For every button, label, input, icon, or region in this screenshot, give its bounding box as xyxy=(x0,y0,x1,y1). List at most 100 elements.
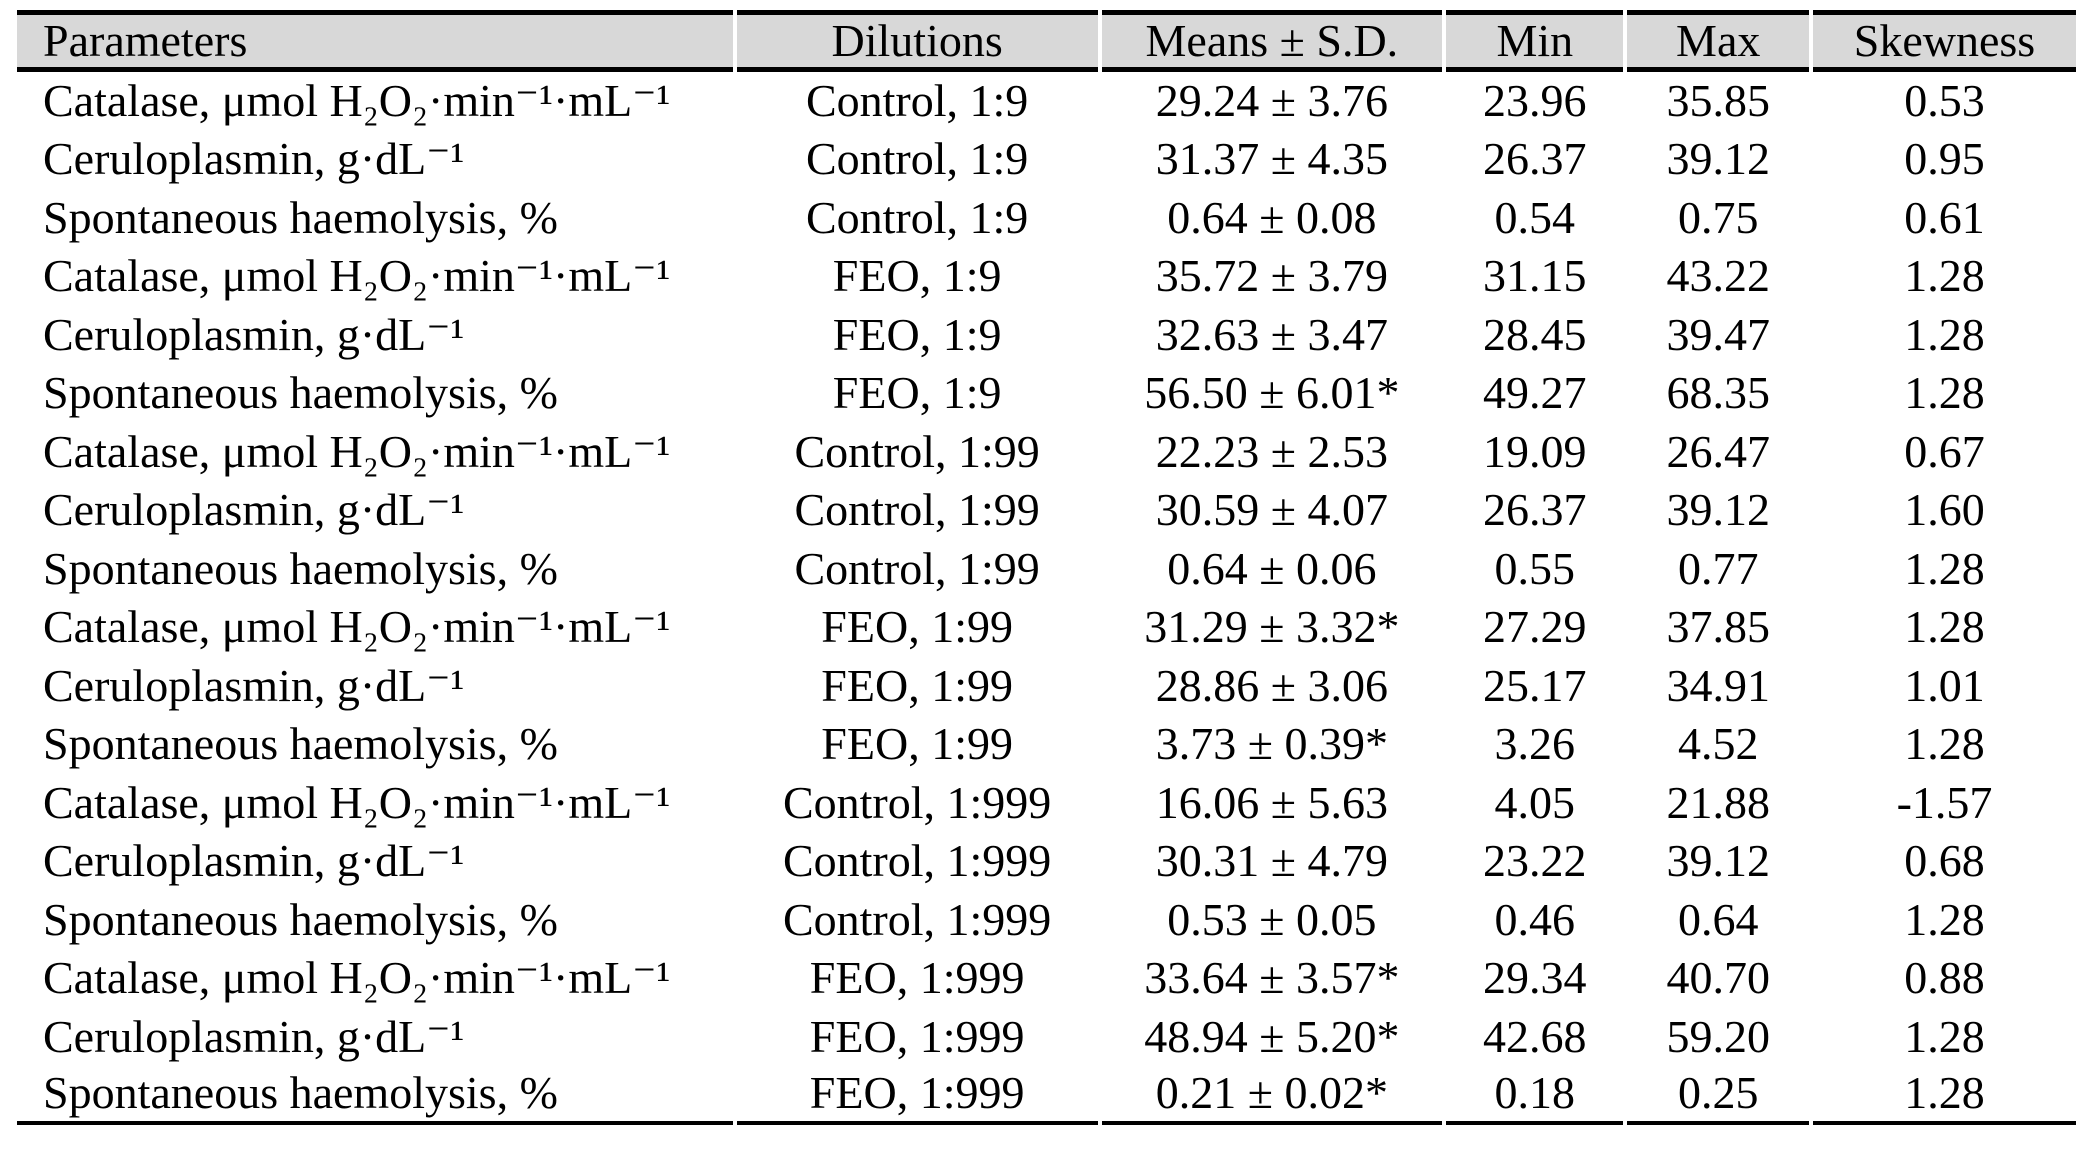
cell-parameter: Ceruloplasmin, g·dL⁻¹ xyxy=(43,133,465,185)
cell-dilution: Control, 1:999 xyxy=(782,893,1052,945)
cell-max: 37.85 xyxy=(1666,601,1770,653)
cell-dilution: Control, 1:9 xyxy=(805,133,1029,185)
cell-dilution: Control, 1:99 xyxy=(794,484,1040,536)
cell-parameter: Catalase, μmol H₂O₂·min⁻¹·mL⁻¹ xyxy=(43,74,671,126)
cell-max: 39.12 xyxy=(1666,484,1770,536)
cell-max: 40.70 xyxy=(1666,952,1770,1004)
cell-skewness: 0.88 xyxy=(1904,952,1985,1004)
cell-dilution: FEO, 1:9 xyxy=(832,308,1002,360)
table-row: Spontaneous haemolysis, % Control, 1:999 0… xyxy=(17,891,2076,950)
cell-dilution: FEO, 1:999 xyxy=(736,1067,1098,1125)
table-header: Parameters Dilutions Means ± S.D. Min Max Ske… xyxy=(17,10,2076,72)
header-cell-max: Max xyxy=(1627,10,1809,72)
cell-skewness: 1.28 xyxy=(1904,893,1985,945)
header-cell-min: Min xyxy=(1446,10,1624,72)
cell-min: 0.18 xyxy=(1446,1067,1624,1125)
cell-dilution: FEO, 1:999 xyxy=(809,952,1025,1004)
header-row: Parameters Dilutions Means ± S.D. Min Max Ske… xyxy=(17,10,2076,72)
cell-skewness: 0.67 xyxy=(1904,425,1985,477)
table-row: Catalase, μmol H₂O₂·min⁻¹·mL⁻¹ FEO, 1:9 35… xyxy=(17,248,2076,307)
cell-parameter: Spontaneous haemolysis, % xyxy=(43,367,558,419)
cell-max: 0.64 xyxy=(1677,893,1759,945)
cell-dilution: FEO, 1:9 xyxy=(832,250,1002,302)
table-row: Ceruloplasmin, g·dL⁻¹ FEO, 1:99 28.86 ± 3.… xyxy=(17,657,2076,716)
cell-parameter: Ceruloplasmin, g·dL⁻¹ xyxy=(43,659,465,711)
header-cell-skewness: Skewness xyxy=(1812,10,2076,72)
cell-min: 19.09 xyxy=(1483,425,1587,477)
cell-skewness: 1.01 xyxy=(1904,659,1985,711)
cell-min: 29.34 xyxy=(1483,952,1587,1004)
cell-skewness: 1.28 xyxy=(1904,718,1985,770)
table-row: Ceruloplasmin, g·dL⁻¹ Control, 1:99 30.59 … xyxy=(17,482,2076,541)
table-row: Catalase, μmol H₂O₂·min⁻¹·mL⁻¹ Control, 1… xyxy=(17,72,2076,131)
cell-min: 0.55 xyxy=(1494,542,1576,594)
cell-min: 27.29 xyxy=(1483,601,1587,653)
table-row: Spontaneous haemolysis, % Control, 1:9 0.6… xyxy=(17,189,2076,248)
table-row: Ceruloplasmin, g·dL⁻¹ FEO, 1:9 32.63 ± 3.4… xyxy=(17,306,2076,365)
cell-min: 26.37 xyxy=(1483,484,1587,536)
cell-skewness: -1.57 xyxy=(1896,776,1993,828)
cell-parameter: Catalase, μmol H₂O₂·min⁻¹·mL⁻¹ xyxy=(43,250,671,302)
cell-max: 0.25 xyxy=(1627,1067,1809,1125)
cell-min: 25.17 xyxy=(1483,659,1587,711)
cell-min: 4.05 xyxy=(1494,776,1576,828)
cell-max: 4.52 xyxy=(1677,718,1759,770)
cell-mean_sd: 31.37 ± 4.35 xyxy=(1155,133,1388,185)
cell-mean_sd: 0.64 ± 0.06 xyxy=(1167,542,1377,594)
cell-dilution: Control, 1:999 xyxy=(782,835,1052,887)
cell-skewness: 0.95 xyxy=(1904,133,1985,185)
cell-min: 31.15 xyxy=(1483,250,1587,302)
cell-mean_sd: 28.86 ± 3.06 xyxy=(1155,659,1388,711)
cell-skewness: 1.28 xyxy=(1904,601,1985,653)
cell-max: 43.22 xyxy=(1666,250,1770,302)
cell-max: 0.75 xyxy=(1677,191,1759,243)
cell-dilution: FEO, 1:99 xyxy=(821,718,1013,770)
cell-skewness: 1.28 xyxy=(1904,542,1985,594)
cell-min: 49.27 xyxy=(1483,367,1587,419)
cell-min: 26.37 xyxy=(1483,133,1587,185)
cell-mean_sd: 22.23 ± 2.53 xyxy=(1155,425,1388,477)
table-row: Spontaneous haemolysis, % FEO, 1:99 3.73 ±… xyxy=(17,716,2076,775)
cell-skewness: 0.61 xyxy=(1904,191,1985,243)
cell-skewness: 1.28 xyxy=(1904,1010,1985,1062)
table-row: Catalase, μmol H₂O₂·min⁻¹·mL⁻¹ FEO, 1:999… xyxy=(17,950,2076,1009)
cell-dilution: Control, 1:99 xyxy=(794,425,1040,477)
cell-mean_sd: 29.24 ± 3.76 xyxy=(1155,74,1388,126)
cell-skewness: 1.60 xyxy=(1904,484,1985,536)
cell-parameter: Spontaneous haemolysis, % xyxy=(43,893,558,945)
cell-dilution: Control, 1:999 xyxy=(782,776,1052,828)
header-cell-mean_sd: Means ± S.D. xyxy=(1101,10,1443,72)
cell-mean_sd: 3.73 ± 0.39* xyxy=(1155,718,1388,770)
table-row: Catalase, μmol H₂O₂·min⁻¹·mL⁻¹ FEO, 1:99 3… xyxy=(17,599,2076,658)
cell-max: 0.77 xyxy=(1677,542,1759,594)
cell-min: 23.22 xyxy=(1483,835,1587,887)
cell-skewness: 1.28 xyxy=(1904,308,1985,360)
cell-max: 26.47 xyxy=(1666,425,1770,477)
cell-parameter: Catalase, μmol H₂O₂·min⁻¹·mL⁻¹ xyxy=(43,601,671,653)
cell-mean_sd: 56.50 ± 6.01* xyxy=(1144,367,1400,419)
cell-parameter: Ceruloplasmin, g·dL⁻¹ xyxy=(43,484,465,536)
cell-parameter: Spontaneous haemolysis, % xyxy=(43,718,558,770)
cell-mean_sd: 0.53 ± 0.05 xyxy=(1167,893,1377,945)
cell-dilution: FEO, 1:9 xyxy=(832,367,1002,419)
cell-max: 35.85 xyxy=(1666,74,1770,126)
cell-max: 39.12 xyxy=(1666,133,1770,185)
cell-mean_sd: 33.64 ± 3.57* xyxy=(1144,952,1400,1004)
cell-parameter: Spontaneous haemolysis, % xyxy=(43,542,558,594)
cell-dilution: Control, 1:99 xyxy=(794,542,1040,594)
cell-parameter: Ceruloplasmin, g·dL⁻¹ xyxy=(43,835,465,887)
cell-min: 0.46 xyxy=(1494,893,1576,945)
cell-skewness: 0.53 xyxy=(1904,74,1985,126)
cell-parameter: Catalase, μmol H₂O₂·min⁻¹·mL⁻¹ xyxy=(43,425,671,477)
cell-dilution: Control, 1:9 xyxy=(805,191,1029,243)
cell-min: 0.54 xyxy=(1494,191,1576,243)
cell-dilution: FEO, 1:999 xyxy=(809,1010,1025,1062)
cell-max: 39.47 xyxy=(1666,308,1770,360)
cell-max: 68.35 xyxy=(1666,367,1770,419)
cell-mean_sd: 30.59 ± 4.07 xyxy=(1155,484,1388,536)
table-row: Ceruloplasmin, g·dL⁻¹ Control, 1:999 30.31… xyxy=(17,833,2076,892)
cell-mean_sd: 0.64 ± 0.08 xyxy=(1167,191,1377,243)
table-row: Catalase, μmol H₂O₂·min⁻¹·mL⁻¹ Control, 1… xyxy=(17,774,2076,833)
table-row: Spontaneous haemolysis, % FEO, 1:9 56.50 ±… xyxy=(17,365,2076,424)
table-row: Catalase, μmol H₂O₂·min⁻¹·mL⁻¹ Control, 1… xyxy=(17,423,2076,482)
